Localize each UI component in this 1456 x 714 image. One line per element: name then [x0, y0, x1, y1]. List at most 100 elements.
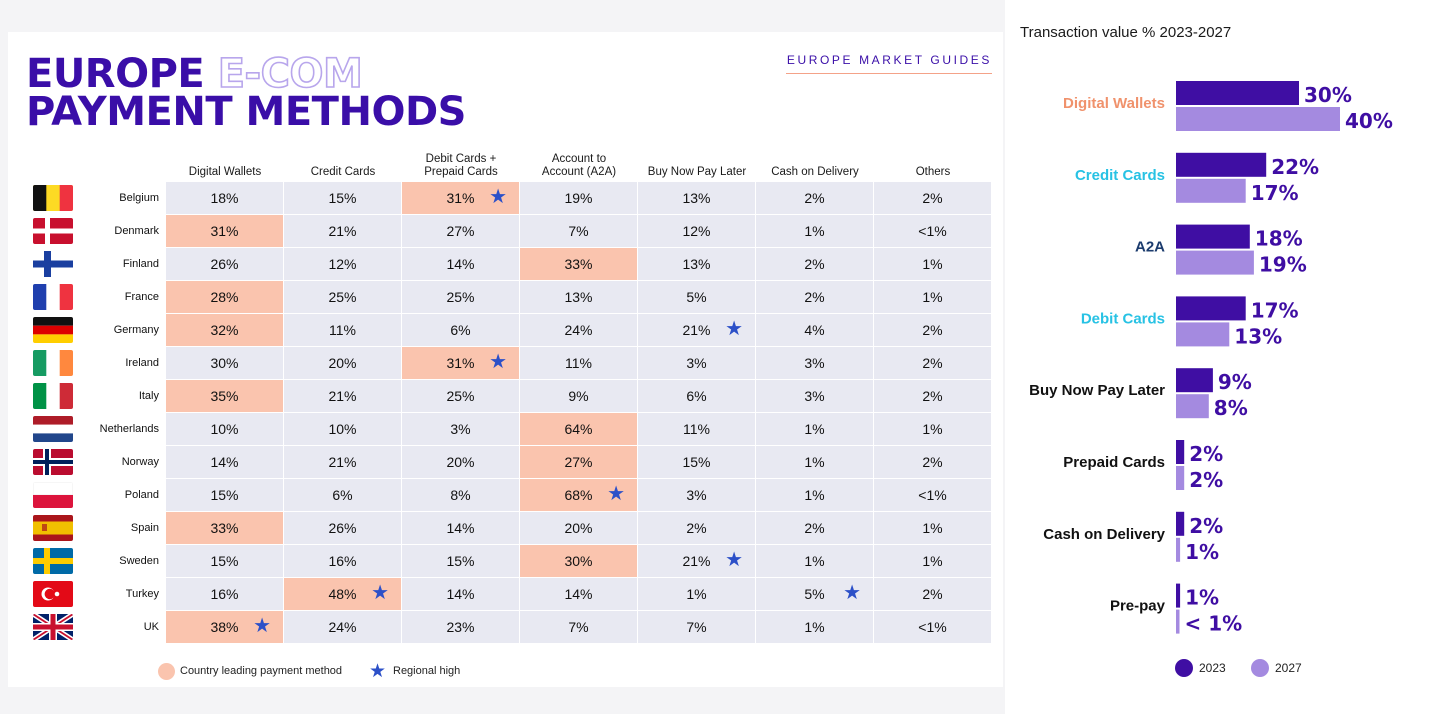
cell-value: 30% [210, 355, 239, 371]
legend-2023-swatch-icon [1175, 659, 1193, 677]
table-row: Turkey 16% 48% ★ 14% 14% 1% 5% ★ 2% [8, 578, 991, 611]
cell-value: 11% [683, 421, 710, 437]
category-label: Digital Wallets [1063, 95, 1165, 112]
table-cell: 5% ★ [756, 578, 873, 610]
cell-value: 2% [686, 520, 707, 536]
cell-value: 2% [922, 586, 943, 602]
table-cell: 21% [284, 380, 401, 412]
cell-value: 2% [804, 289, 825, 305]
table-cell: 15% [284, 182, 401, 214]
cell-value: 10% [210, 421, 239, 437]
bar-2027 [1176, 250, 1254, 275]
cell-value: 20% [446, 454, 475, 470]
table-cell: 21% [284, 215, 401, 247]
table-cell: 2% [874, 347, 991, 379]
cell-value: 68% [564, 487, 593, 503]
table-cell: 1% [756, 479, 873, 511]
table-cell: 7% [520, 215, 637, 247]
country-name: Netherlands [99, 423, 159, 435]
table-cell: 15% [166, 545, 283, 577]
table-cell: 14% [402, 578, 519, 610]
cell-value: 2% [804, 256, 825, 272]
table-cell: 38% ★ [166, 611, 283, 643]
table-cell: 64% [520, 413, 637, 445]
data-label: 1% [1185, 586, 1219, 610]
bar-2027 [1176, 107, 1340, 131]
table-cell: 3% [756, 347, 873, 379]
cell-value: 12% [328, 256, 357, 272]
cell-value: 7% [568, 223, 589, 239]
cell-value: 25% [446, 388, 475, 404]
star-icon: ★ [725, 318, 743, 340]
table-cell: 14% [402, 512, 519, 544]
table-cell: 1% [756, 413, 873, 445]
cell-value: 48% [328, 586, 357, 602]
legend-2023-label: 2023 [1199, 661, 1226, 675]
table-cell: 20% [402, 446, 519, 478]
cell-value: <1% [918, 487, 947, 503]
data-label: 9% [1218, 370, 1252, 394]
cell-value: 27% [564, 454, 593, 470]
country-name: Turkey [125, 588, 159, 600]
table-cell: 24% [520, 314, 637, 346]
table-cell: 1% [756, 215, 873, 247]
bar-2027 [1176, 466, 1185, 490]
cell-value: 64% [564, 421, 593, 437]
table-row: France 28% 25% 25% 13% 5% 2% 1% [8, 281, 991, 314]
table-cell: 2% [756, 248, 873, 280]
table-row: Ireland 30% 20% 31% ★ 11% 3% 3% 2% [8, 347, 991, 380]
bar-2027 [1176, 178, 1246, 203]
table-cell: 6% [638, 380, 755, 412]
cell-value: 15% [446, 553, 475, 569]
table-cell: 25% [284, 281, 401, 313]
table-row: Finland 26% 12% 14% 33% 13% 2% 1% [8, 248, 991, 281]
star-icon: ★ [369, 661, 387, 682]
column-header: Cash on Delivery [771, 166, 859, 178]
table-cell: 15% [166, 479, 283, 511]
payment-methods-panel: EUROPE E-COM PAYMENT METHODS EUROPE MARK… [8, 32, 1003, 687]
table-cell: 6% [284, 479, 401, 511]
bar-2023 [1176, 81, 1299, 105]
table-cell: 3% [638, 347, 755, 379]
cell-value: 21% [328, 454, 357, 470]
poland-flag-icon [33, 482, 73, 508]
cell-value: 2% [804, 520, 825, 536]
turkey-flag-icon [33, 581, 73, 607]
cell-value: 5% [686, 289, 707, 305]
table-cell: 3% [402, 413, 519, 445]
table-cell: 3% [638, 479, 755, 511]
table-cell: 32% [166, 314, 283, 346]
data-label: 8% [1214, 396, 1248, 420]
table-cell: 23% [402, 611, 519, 643]
table-header: Digital Wallets Credit Cards Debit Cards +… [166, 148, 991, 182]
bar-2023 [1176, 368, 1213, 393]
country-name: Denmark [114, 225, 159, 237]
cell-value: 14% [446, 520, 475, 536]
bar-2023 [1176, 152, 1267, 177]
category-label: Credit Cards [1075, 167, 1165, 184]
market-guides-link[interactable]: EUROPE MARKET GUIDES [786, 53, 992, 74]
table-cell: 13% [638, 248, 755, 280]
table-cell: 15% [402, 545, 519, 577]
table-row: Italy 35% 21% 25% 9% 6% 3% 2% [8, 380, 991, 413]
finland-flag-icon [33, 251, 73, 277]
table-row: Sweden 15% 16% 15% 30% 21% ★ 1% 1% [8, 545, 991, 578]
cell-value: 13% [682, 256, 711, 272]
cell-value: 27% [446, 223, 475, 239]
cell-value: 8% [450, 487, 471, 503]
table-row: Spain 33% 26% 14% 20% 2% 2% 1% [8, 512, 991, 545]
cell-value: 16% [210, 586, 239, 602]
cell-value: 31% [446, 190, 475, 206]
table-cell: 1% [874, 248, 991, 280]
cell-value: 7% [568, 619, 589, 635]
bar-2027 [1176, 537, 1181, 562]
table-cell: <1% [874, 479, 991, 511]
country-name: Spain [130, 522, 159, 534]
table-cell: 2% [874, 578, 991, 610]
cell-value: 2% [922, 388, 943, 404]
table-cell: 13% [638, 182, 755, 214]
table-cell: 14% [520, 578, 637, 610]
cell-value: 1% [922, 289, 943, 305]
cell-value: 13% [682, 190, 711, 206]
cell-value: 21% [682, 553, 711, 569]
